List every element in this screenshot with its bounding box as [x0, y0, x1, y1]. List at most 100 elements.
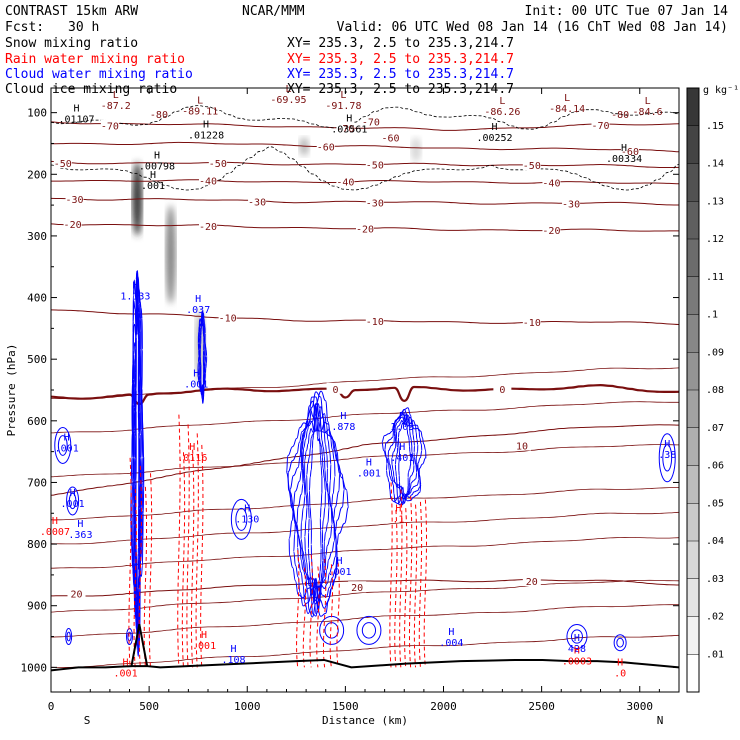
rain-contour: [296, 550, 300, 668]
high-marker: H: [132, 280, 138, 291]
extremum-value-label: -86.26: [484, 107, 520, 118]
snow-streak: [165, 205, 176, 304]
y-tick-label: 200: [27, 168, 47, 181]
isotherm-label: -50: [209, 159, 227, 170]
colorbar-swatch: [687, 427, 699, 466]
cloud-water-contour: [199, 312, 205, 396]
cloud-water-cell: [235, 507, 248, 531]
cloud-water-cell: [356, 615, 382, 645]
extremum-value-label: .130: [235, 515, 259, 526]
cloud-water-cell: [616, 637, 624, 648]
extremum-value-label: .401: [390, 453, 414, 464]
low-marker: L: [499, 96, 505, 107]
contour-label-bg: [326, 382, 345, 394]
isotherm-label: -20: [542, 226, 560, 237]
isotherm-label: 20: [526, 577, 538, 588]
high-marker: H: [195, 294, 201, 305]
cloud-water-contour: [304, 402, 330, 610]
contour-label-bg: [208, 157, 227, 169]
extremum-value-label: .363: [68, 530, 92, 541]
temperature-contour-layer: [51, 121, 679, 668]
contour-label-bg: [522, 159, 541, 171]
rain-contour: [138, 465, 142, 668]
low-marker: L: [645, 96, 651, 107]
high-marker: H: [340, 411, 346, 422]
contour-label-bg: [348, 581, 367, 593]
forecast-label: Fcst:: [5, 20, 44, 35]
legend-cloud-ice-xy: XY= 235.3, 2.5 to 235.3,214.7: [287, 82, 514, 97]
high-marker: H: [574, 645, 580, 656]
colorbar-tick-label: .03: [706, 574, 724, 585]
rain-contour: [389, 482, 393, 668]
colorbar-swatch: [687, 88, 699, 126]
y-tick-label: 100: [27, 107, 47, 120]
snow-shading-layer: [132, 137, 422, 384]
extremum-value-label: 428: [568, 644, 586, 655]
isotherm-line: [51, 141, 679, 153]
contour-label-bg: [65, 192, 84, 204]
isotherm-label: -20: [356, 225, 374, 236]
colorbar-swatch: [687, 163, 699, 202]
model-title: CONTRAST 15km ARW: [5, 4, 138, 19]
isotherm-label: -60: [317, 143, 335, 154]
isotherm-line: [51, 309, 679, 325]
rain-contour: [404, 508, 408, 668]
extremum-value-label: -91.78: [325, 101, 361, 112]
legend-snow-mixing-ratio: Snow mixing ratio: [5, 36, 138, 51]
rain-contour: [186, 424, 190, 668]
isotherm-label: 0: [499, 385, 505, 396]
cloud-water-cell: [662, 444, 673, 472]
y-tick-label: 500: [27, 353, 47, 366]
rain-contour: [195, 433, 199, 668]
isotherm-line: [51, 367, 679, 400]
cloud-water-contour: [391, 416, 418, 506]
extremum-value-label: .001: [184, 380, 208, 391]
isotherm-label: -50: [523, 161, 541, 172]
contour-label-bg: [493, 382, 512, 394]
extremum-value-label: -89.11: [182, 107, 218, 118]
colorbar-tick-label: .02: [706, 612, 724, 623]
isotherm-line: [51, 383, 679, 406]
y-tick-label: 300: [27, 230, 47, 243]
x-tick-label: 3000: [627, 700, 654, 713]
extremum-value-label: .03561: [331, 124, 367, 135]
contour-label-bg: [365, 158, 384, 170]
dashed-contour-label: -70: [362, 117, 380, 128]
rain-contour: [413, 504, 418, 668]
dashed-contour-label: -80: [611, 110, 629, 121]
high-marker: H: [399, 442, 405, 453]
cloud-water-contour: [296, 408, 335, 617]
x-tick-label: 2500: [528, 700, 555, 713]
isotherm-line: [51, 179, 679, 185]
isotherm-line: [51, 604, 679, 638]
low-marker: L: [113, 90, 119, 101]
legend-snow-xy: XY= 235.3, 2.5 to 235.3,214.7: [287, 36, 514, 51]
contour-label-bg: [562, 197, 581, 209]
contour-label-bg: [513, 439, 531, 451]
isotherm-label: -70: [101, 122, 119, 133]
cloud-water-cell: [126, 628, 133, 646]
colorbar-swatch: [687, 314, 699, 353]
rain-contour: [423, 499, 427, 668]
contour-label-bg: [365, 196, 384, 208]
colorbar-swatch: [687, 616, 699, 655]
isotherm-label: 0: [333, 385, 339, 396]
extremum-value-label: 1.05: [390, 422, 414, 433]
rain-water-contour-layer: [128, 414, 427, 668]
contour-label-bg: [542, 176, 561, 188]
colorbar-tick-label: .11: [706, 272, 724, 283]
high-marker: H: [448, 627, 454, 638]
cloud-water-cell: [66, 486, 80, 516]
rain-contour: [128, 457, 132, 668]
isotherm-label: -10: [219, 313, 237, 324]
cloud-ice-contour-layer: [51, 105, 679, 191]
high-marker: H: [574, 633, 580, 644]
high-marker: H: [150, 170, 156, 181]
cloud-water-contour: [289, 396, 341, 615]
terrain-layer: [51, 624, 679, 672]
colorbar-unit: g kg⁻¹: [703, 85, 739, 96]
field-legend: Snow mixing ratio Rain water mixing rati…: [5, 36, 514, 97]
high-marker: H: [73, 104, 79, 115]
y-tick-label: 900: [27, 600, 47, 613]
forecast-value: 30 h: [68, 20, 99, 35]
